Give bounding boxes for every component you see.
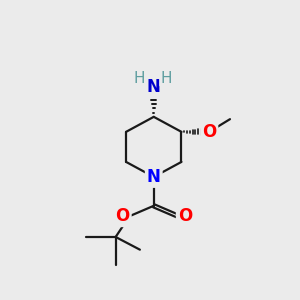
Text: H: H [134, 70, 145, 86]
Text: O: O [202, 123, 216, 141]
Text: N: N [147, 78, 161, 96]
Text: O: O [178, 207, 192, 225]
Text: N: N [147, 168, 161, 186]
Text: H: H [160, 70, 172, 86]
Text: O: O [116, 207, 130, 225]
